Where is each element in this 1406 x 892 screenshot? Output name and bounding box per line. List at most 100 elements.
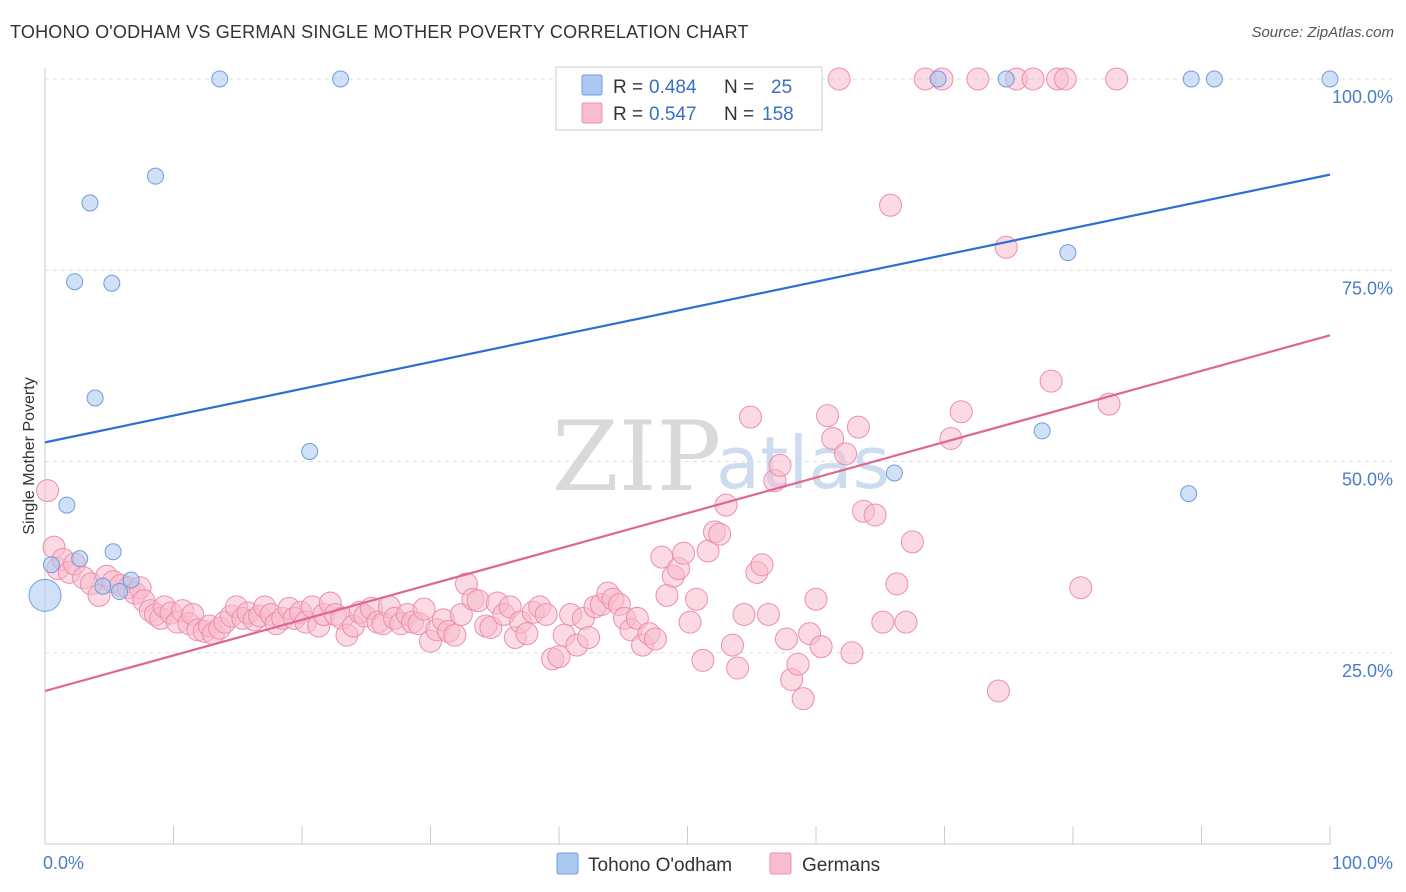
point-germans <box>804 587 828 611</box>
point-tohono-oodham <box>42 556 60 574</box>
legend-n-value-pink: 158 <box>762 104 794 125</box>
point-germans <box>726 656 750 680</box>
point-tohono-oodham <box>81 194 99 212</box>
point-germans <box>1039 369 1063 393</box>
watermark-zip: ZIP <box>552 401 721 513</box>
point-germans <box>879 193 903 217</box>
point-germans <box>871 610 895 634</box>
point-germans <box>840 641 864 665</box>
legend-r-label-blue: R = <box>613 77 643 98</box>
y-axis-label: Single Mother Poverty <box>21 377 38 534</box>
point-germans <box>36 479 60 503</box>
point-tohono-oodham <box>66 273 84 291</box>
point-tohono-oodham <box>997 70 1015 88</box>
point-germans <box>885 572 909 596</box>
point-tohono-oodham <box>1033 422 1051 440</box>
point-tohono-oodham <box>211 70 229 88</box>
point-tohono-oodham <box>94 577 112 595</box>
point-germans <box>466 589 490 613</box>
point-germans <box>625 606 649 630</box>
trend-line-tohono-oodham <box>44 173 1331 444</box>
trend-line-germans <box>44 334 1331 693</box>
point-tohono-oodham <box>122 571 140 589</box>
point-germans <box>834 442 858 466</box>
point-tohono-oodham <box>301 443 319 461</box>
legend-r-label-pink: R = <box>613 104 643 125</box>
point-germans <box>986 679 1010 703</box>
point-tohono-oodham <box>111 583 129 601</box>
series-tohono-oodham <box>28 70 1339 612</box>
point-germans <box>449 603 473 626</box>
x-tick-label: 0.0% <box>43 853 84 873</box>
point-germans <box>1069 576 1093 600</box>
point-germans <box>720 633 744 657</box>
point-germans <box>827 67 851 91</box>
point-tohono-oodham <box>1182 70 1200 88</box>
point-germans <box>732 603 756 626</box>
legend-n-value-blue: 25 <box>771 77 792 98</box>
legend-n-label-blue: N = <box>724 77 754 98</box>
point-tohono-oodham <box>1205 70 1223 88</box>
point-germans <box>738 405 762 429</box>
point-tohono-oodham <box>28 578 62 612</box>
point-germans <box>768 453 792 477</box>
source-credit: Source: ZipAtlas.com <box>1251 24 1394 41</box>
point-germans <box>547 645 571 669</box>
legend: R = 0.484 N = 25 R = 0.547 N = 158 <box>555 66 823 131</box>
point-germans <box>894 610 918 634</box>
point-germans <box>643 627 667 651</box>
point-germans <box>900 530 924 554</box>
point-germans <box>863 503 887 527</box>
y-tick-label: 25.0% <box>1342 661 1393 681</box>
point-tohono-oodham <box>332 70 350 88</box>
point-tohono-oodham <box>71 550 89 568</box>
legend-r-value-pink: 0.547 <box>649 104 697 125</box>
legend-swatch-blue <box>581 74 603 96</box>
point-tohono-oodham <box>1059 244 1077 262</box>
point-tohono-oodham <box>104 543 122 561</box>
point-germans <box>816 404 840 428</box>
point-tohono-oodham <box>885 464 903 482</box>
point-tohono-oodham <box>1321 70 1339 88</box>
point-tohono-oodham <box>1180 485 1198 503</box>
point-germans <box>949 400 973 424</box>
point-tohono-oodham <box>58 496 76 514</box>
y-tick-labels: 25.0% 50.0% 75.0% 100.0% <box>1332 87 1393 681</box>
axes <box>44 68 1331 845</box>
point-germans <box>756 603 780 626</box>
point-germans <box>791 687 815 711</box>
point-germans <box>966 67 990 91</box>
bottom-legend-swatch-blue <box>556 852 579 875</box>
legend-r-value-blue: 0.484 <box>649 77 697 98</box>
legend-swatch-pink <box>581 102 603 124</box>
point-germans <box>534 603 558 626</box>
point-germans <box>809 635 833 659</box>
series-germans <box>36 67 1129 711</box>
point-tohono-oodham <box>929 70 947 88</box>
point-germans <box>684 587 708 611</box>
bottom-legend-swatch-pink <box>769 852 792 875</box>
x-tick-labels: 0.0% 100.0% <box>43 853 1393 873</box>
point-germans <box>443 623 467 647</box>
point-germans <box>846 415 870 439</box>
y-tick-label: 50.0% <box>1342 470 1393 490</box>
point-tohono-oodham <box>147 167 165 185</box>
point-germans <box>1021 67 1045 91</box>
point-germans <box>412 597 436 621</box>
point-germans <box>939 427 963 451</box>
point-germans <box>774 627 798 651</box>
trend-lines <box>44 173 1331 693</box>
y-tick-label: 100.0% <box>1332 87 1393 107</box>
point-germans <box>1053 67 1077 91</box>
point-germans <box>750 553 774 577</box>
point-germans <box>786 652 810 676</box>
legend-n-label-pink: N = <box>724 104 754 125</box>
point-germans <box>515 622 539 646</box>
point-germans <box>691 648 715 672</box>
chart-title: TOHONO O'ODHAM VS GERMAN SINGLE MOTHER P… <box>10 22 749 42</box>
point-tohono-oodham <box>86 389 104 407</box>
bottom-legend-label-blue: Tohono O'odham <box>588 855 732 876</box>
point-germans <box>577 625 601 649</box>
point-germans <box>672 541 696 565</box>
